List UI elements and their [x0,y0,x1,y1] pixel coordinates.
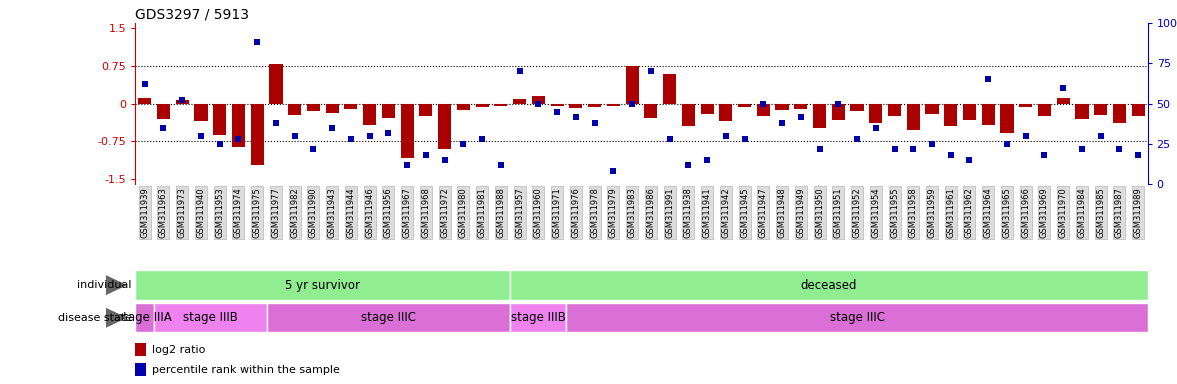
Bar [476,104,488,107]
Text: stage IIIB: stage IIIB [511,311,566,324]
Bar [1000,104,1013,133]
Bar [738,104,751,107]
Bar [794,104,807,109]
Bar [625,66,639,104]
Bar [566,303,1148,333]
Bar [1038,104,1051,116]
Bar [270,65,282,104]
Bar [663,74,676,104]
Text: disease state: disease state [58,313,132,323]
Bar [232,104,245,147]
Bar [266,303,511,333]
Bar [644,104,658,118]
Polygon shape [106,275,127,295]
Text: stage IIIC: stage IIIC [830,311,885,324]
Bar [757,104,770,116]
Bar [982,104,995,125]
Bar [851,104,864,111]
Bar [135,270,511,300]
Bar [307,104,320,111]
Bar [154,303,266,333]
Text: percentile rank within the sample: percentile rank within the sample [152,365,340,375]
Bar [419,104,432,116]
Bar [887,104,902,116]
Bar [157,104,169,119]
Bar [1019,104,1032,107]
Bar [345,104,358,109]
Bar [494,104,507,106]
Text: 5 yr survivor: 5 yr survivor [285,279,360,291]
Bar [925,104,938,114]
Bar [511,303,566,333]
Bar [963,104,976,120]
Bar [776,104,789,110]
Bar [1076,104,1089,119]
Bar [135,363,146,376]
Bar [251,104,264,165]
Polygon shape [106,308,127,328]
Bar [532,96,545,104]
Bar [513,99,526,104]
Bar [457,104,470,110]
Bar [326,104,339,113]
Bar [138,98,152,104]
Bar [381,104,395,118]
Bar [719,104,732,121]
Bar [194,104,207,121]
Bar [588,104,601,107]
Bar [400,104,414,158]
Text: deceased: deceased [800,279,857,291]
Bar [1131,104,1145,116]
Bar [869,104,883,123]
Bar [813,104,826,128]
Text: stage IIIA: stage IIIA [118,311,172,324]
Bar [832,104,845,120]
Bar [135,343,146,356]
Text: GDS3297 / 5913: GDS3297 / 5913 [135,8,250,22]
Text: individual: individual [78,280,132,290]
Bar [135,303,154,333]
Bar [551,104,564,106]
Bar [511,270,1148,300]
Bar [438,104,451,149]
Bar [213,104,226,135]
Text: stage IIIC: stage IIIC [361,311,415,324]
Text: stage IIIB: stage IIIB [182,311,238,324]
Bar [906,104,920,130]
Text: log2 ratio: log2 ratio [152,345,205,355]
Bar [364,104,377,125]
Bar [681,104,694,126]
Bar [1095,104,1108,115]
Bar [175,100,188,104]
Bar [607,104,620,106]
Bar [700,104,713,114]
Bar [944,104,957,126]
Bar [1113,104,1126,123]
Bar [288,104,301,115]
Bar [1057,98,1070,104]
Bar [570,104,583,108]
